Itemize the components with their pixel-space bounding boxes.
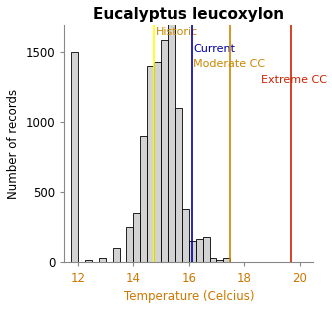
Bar [196,239,203,263]
Bar [182,209,189,263]
Bar [223,258,230,263]
Bar [216,260,223,263]
Bar [154,62,161,263]
Bar [133,214,140,263]
Text: Historic: Historic [155,27,198,37]
Bar [113,249,120,263]
Bar [147,67,154,263]
Bar [71,52,78,263]
Bar [85,260,92,263]
Bar [168,17,175,263]
Bar [230,262,237,263]
Bar [189,241,196,263]
Text: Extreme CC: Extreme CC [261,75,327,85]
Bar [126,228,133,263]
Bar [203,237,209,263]
Text: Current: Current [193,44,235,54]
Bar [99,258,106,263]
Bar [140,136,147,263]
Y-axis label: Number of records: Number of records [7,88,20,198]
Bar [175,108,182,263]
Title: Eucalyptus leucoxylon: Eucalyptus leucoxylon [93,7,284,22]
Bar [209,258,216,263]
Bar [161,40,168,263]
X-axis label: Temperature (Celcius): Temperature (Celcius) [124,290,254,303]
Text: Moderate CC: Moderate CC [193,59,265,69]
